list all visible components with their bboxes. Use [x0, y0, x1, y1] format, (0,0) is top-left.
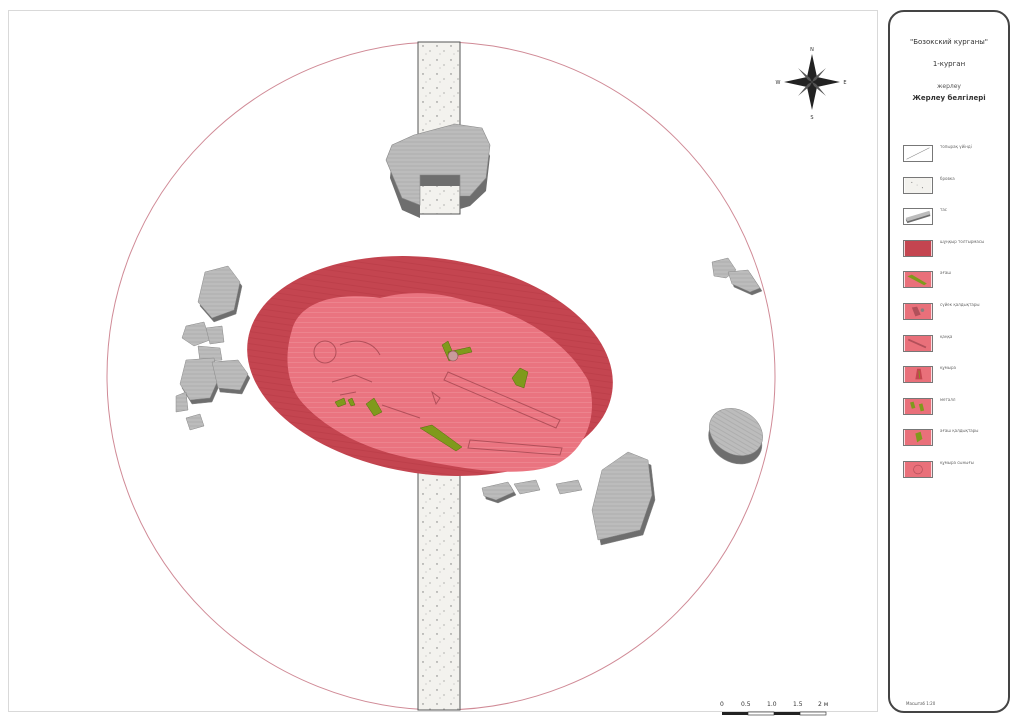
legend-item: тас — [903, 207, 1007, 240]
swatch-metal — [903, 397, 933, 415]
swatch-wood-remains — [903, 429, 933, 447]
legend-item: ағаш қалдықтары — [903, 428, 1007, 461]
legend-item: сүйек қалдықтары — [903, 301, 1007, 335]
legend-label: металл — [940, 396, 956, 402]
stones-right — [708, 257, 763, 465]
scale-tick-4: 2 м — [818, 701, 828, 708]
west-label: W — [776, 80, 781, 86]
swatch-skeleton — [903, 334, 933, 352]
stones-left — [175, 265, 251, 431]
legend-site-name: "Бозокский курганы" — [909, 38, 989, 46]
swatch-wood — [903, 271, 933, 289]
scale-tick-0: 0 — [720, 701, 724, 708]
legend-item: металл — [903, 396, 1007, 430]
scale-tick-1: 0.5 — [741, 701, 751, 708]
north-label: N — [810, 47, 814, 53]
legend-label: ағаш қалдықтары — [940, 428, 979, 434]
legend-label: құмыра сынығы — [940, 459, 974, 465]
skeleton-remains — [313, 340, 563, 456]
legend-list: топырақ үйінді бровка тас шұңқыр толтырм… — [903, 144, 1007, 493]
legend-item: топырақ үйінді — [903, 144, 1007, 177]
south-label: S — [810, 115, 813, 121]
legend-scale-note: Масштаб 1:20 — [906, 701, 936, 706]
scale-tick-3: 1.5 — [793, 701, 803, 708]
swatch-balk — [903, 176, 933, 194]
swatch-pit-fill — [903, 239, 933, 257]
legend-grave-label: жерлеу — [937, 82, 961, 90]
legend-item: құмыра — [903, 365, 1007, 398]
legend-label: сүйек қалдықтары — [940, 301, 980, 307]
legend-item: құмыра сынығы — [903, 459, 1007, 493]
stones-lower — [481, 451, 656, 546]
legend-label: құмыра — [940, 365, 956, 371]
north-arrow: N S E W — [776, 47, 847, 121]
inner-pit-fill — [287, 293, 592, 472]
legend-label: тас — [940, 207, 947, 213]
balk-strip-bottom — [417, 454, 461, 711]
legend-item: бровка — [903, 175, 1007, 209]
swatch-sherd — [903, 460, 933, 478]
scale-tick-2: 1.0 — [767, 701, 777, 708]
swatch-stone — [903, 208, 933, 226]
east-label: E — [843, 80, 846, 86]
legend-label: ағаш — [940, 270, 951, 276]
legend-label: бровка — [940, 175, 955, 181]
legend-item: шұңқыр толтырмасы — [903, 238, 1007, 272]
stone-top — [385, 123, 491, 218]
legend-item: қаңқа — [903, 333, 1007, 367]
vessel-find — [447, 350, 459, 362]
legend-panel: "Бозокский курганы" 1-курган жерлеу Жерл… — [888, 10, 1010, 713]
legend-label: шұңқыр толтырмасы — [940, 238, 985, 244]
scale-bar: 0 0.5 1.0 1.5 2 м — [720, 701, 828, 716]
legend-kurgan-number: 1-курган — [932, 60, 966, 69]
legend-title: Жерлеу белгілері — [912, 93, 986, 102]
swatch-soil-mound — [903, 145, 933, 162]
legend-label: қаңқа — [940, 333, 953, 339]
swatch-vessel — [903, 366, 933, 384]
legend-label: топырақ үйінді — [940, 144, 972, 149]
swatch-bone-remains — [903, 302, 933, 320]
legend-item: ағаш — [903, 270, 1007, 303]
